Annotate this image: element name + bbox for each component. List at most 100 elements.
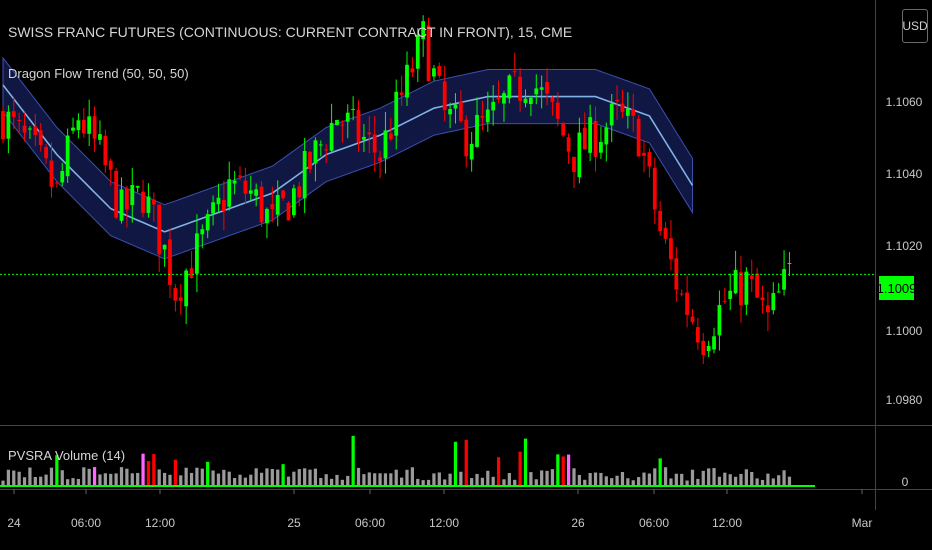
candle-body [599, 142, 603, 153]
candle-body [114, 170, 119, 218]
volume-bar [556, 454, 560, 486]
volume-bar [292, 471, 296, 486]
candle-body [766, 305, 770, 313]
candle-body [448, 109, 452, 115]
volume-bar [631, 480, 635, 486]
volume-bar [701, 470, 705, 486]
candle-body [695, 327, 700, 343]
candle-body [286, 202, 291, 221]
volume-bar [162, 472, 167, 486]
volume-bar [480, 477, 485, 486]
volume-bar [588, 473, 592, 486]
volume-bar [362, 474, 366, 486]
volume-bar [109, 473, 113, 486]
time-tick-label: 06:00 [71, 516, 101, 530]
candle-body [566, 137, 571, 152]
volume-bar [340, 479, 344, 486]
volume-indicator-label[interactable]: PVSRA Volume (14) [8, 448, 126, 463]
candle-body [388, 133, 393, 140]
volume-bar [523, 438, 528, 486]
time-tick-label: 12:00 [712, 516, 742, 530]
candle-body [545, 81, 549, 94]
time-tick-label: 12:00 [429, 516, 459, 530]
candle-body [81, 119, 86, 134]
volume-bar [249, 474, 253, 486]
axes: 1.1060 1.1040 1.1020 1.1000 1.0980 0 24 06:00 12… [0, 0, 932, 530]
candle-body [211, 202, 215, 214]
volume-bar [98, 474, 102, 486]
candle-body [281, 190, 285, 199]
volume-bar [470, 478, 474, 486]
volume-bar [663, 467, 668, 486]
candle-body [415, 34, 420, 69]
volume-bar [286, 476, 291, 486]
volume-bar [410, 467, 415, 486]
price-tick-label: 1.1000 [886, 324, 923, 338]
candle-body [308, 151, 312, 169]
volume-bar [313, 468, 318, 486]
candle-body [669, 238, 673, 260]
candle-body [507, 75, 512, 99]
volume-bar [405, 469, 409, 486]
candle-body [410, 68, 415, 73]
last-price-label: 1.1009 [877, 276, 916, 300]
candle-body [577, 132, 582, 178]
candle-body [744, 271, 749, 305]
volume-bar [71, 478, 75, 486]
candle-body [706, 346, 711, 352]
currency-button[interactable]: USD [902, 9, 928, 43]
volume-bar [136, 472, 140, 486]
volume-bar [119, 467, 124, 486]
volume-bar [308, 469, 312, 486]
volume-bar [507, 472, 511, 486]
volume-bar [87, 468, 91, 486]
volume-bar [335, 474, 339, 486]
candle-body [728, 290, 733, 299]
candle-body [11, 111, 16, 117]
volume-bar [491, 476, 495, 486]
volume-bar [33, 477, 37, 486]
candle-body [658, 210, 663, 232]
candle-body [394, 91, 399, 136]
candle-body [54, 182, 59, 184]
candle-body [496, 97, 501, 100]
volume-bar [653, 468, 657, 486]
volume-bar [367, 472, 371, 486]
volume-bar [782, 470, 786, 486]
candle-body [442, 81, 447, 111]
candle-body [588, 117, 593, 153]
candle-body [755, 273, 760, 298]
volume-bar [421, 480, 425, 486]
candle-body [141, 191, 145, 213]
volume-bar [6, 469, 11, 486]
time-tick-label: 25 [287, 516, 301, 530]
volume-bar [168, 474, 172, 486]
candle-body [636, 118, 641, 157]
volume-bar [432, 473, 436, 486]
candle-body [550, 97, 555, 102]
candle-body [561, 123, 566, 136]
candle-body [28, 128, 32, 130]
candle-body [98, 134, 102, 140]
volume-bar [626, 478, 630, 486]
volume-bar [17, 471, 21, 486]
volume-bar [502, 479, 506, 486]
volume-bar [750, 472, 754, 486]
volume-bar [211, 470, 215, 486]
price-tick-label: 1.1040 [886, 167, 923, 181]
indicator-label[interactable]: Dragon Flow Trend (50, 50, 50) [8, 66, 189, 81]
candle-body [17, 119, 22, 121]
volume-bar [157, 469, 161, 486]
volume-bar [1, 480, 5, 486]
volume-bar [243, 477, 248, 486]
candle-body [383, 130, 388, 159]
time-tick-label: Mar [852, 516, 873, 530]
candle-body [324, 149, 329, 151]
candle-body [254, 189, 259, 196]
volume-bar [561, 456, 565, 486]
candle-body [146, 196, 151, 213]
candle-body [469, 143, 474, 160]
volume-bar [130, 473, 134, 486]
volume-bar [103, 473, 107, 486]
volume-bar [728, 474, 732, 486]
